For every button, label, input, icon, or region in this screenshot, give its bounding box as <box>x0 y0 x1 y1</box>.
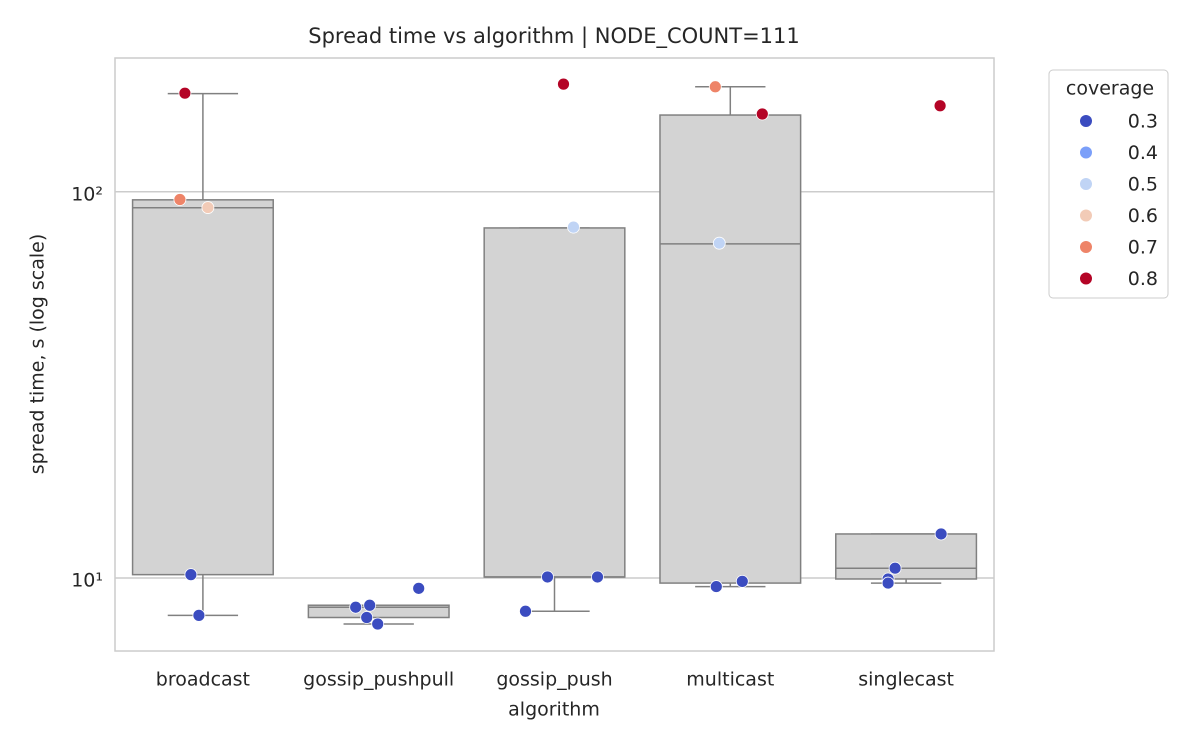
data-point <box>184 568 198 582</box>
data-point <box>888 561 902 575</box>
data-point <box>933 99 947 113</box>
x-tick-label: multicast <box>686 669 774 691</box>
data-point <box>201 201 215 214</box>
data-point <box>363 598 377 612</box>
legend-marker <box>1080 146 1092 159</box>
legend-marker <box>1080 241 1092 253</box>
box <box>835 533 978 580</box>
boxes <box>131 86 978 625</box>
y-tick-label: 10¹ <box>71 569 103 591</box>
data-point <box>709 580 723 593</box>
box <box>307 604 450 619</box>
points <box>173 77 948 631</box>
data-point <box>712 236 726 250</box>
data-point <box>708 80 722 94</box>
chart-title: Spread time vs algorithm | NODE_COUNT=11… <box>308 24 800 49</box>
legend: coverage 0.3 0.4 0.5 0.6 0.7 0.8 <box>1048 69 1169 299</box>
data-point <box>519 604 532 618</box>
data-point <box>173 193 187 206</box>
data-point <box>755 107 769 121</box>
data-point <box>349 600 363 614</box>
legend-marker <box>1080 209 1092 222</box>
legend-marker <box>1080 178 1092 190</box>
x-axis-label: algorithm <box>508 699 600 721</box>
data-point <box>178 86 192 100</box>
data-point <box>934 527 948 541</box>
data-point <box>371 617 385 631</box>
data-point <box>591 570 604 584</box>
legend-marker <box>1080 115 1092 127</box>
data-point <box>192 608 206 622</box>
legend-label: 0.4 <box>1128 142 1158 164</box>
x-tick-label: singlecast <box>858 669 954 691</box>
data-point <box>557 77 570 91</box>
x-tick-label: broadcast <box>156 669 250 691</box>
legend-label: 0.6 <box>1128 205 1158 227</box>
legend-title: coverage <box>1066 78 1154 100</box>
x-tick-label: gossip_push <box>496 669 612 691</box>
plot-frame <box>114 57 995 652</box>
box <box>483 227 626 578</box>
x-tick-label: gossip_pushpull <box>303 669 454 691</box>
legend-marker <box>1080 272 1092 285</box>
grid: 10¹ 10² broadcast gossip_pushpull gossip_pus… <box>71 183 994 691</box>
legend-label: 0.7 <box>1128 237 1158 259</box>
y-tick-label: 10² <box>71 183 103 205</box>
data-point <box>360 611 374 624</box>
y-axis-label: spread time, s (log scale) <box>27 234 49 475</box>
data-point <box>881 576 895 590</box>
legend-label: 0.3 <box>1128 111 1158 133</box>
data-point <box>567 220 580 234</box>
box <box>131 199 274 576</box>
data-point <box>541 570 554 584</box>
box <box>659 114 802 584</box>
data-point <box>735 574 749 588</box>
legend-box <box>1048 69 1169 299</box>
data-point <box>412 581 426 595</box>
legend-label: 0.8 <box>1128 268 1158 290</box>
legend-label: 0.5 <box>1128 174 1158 196</box>
